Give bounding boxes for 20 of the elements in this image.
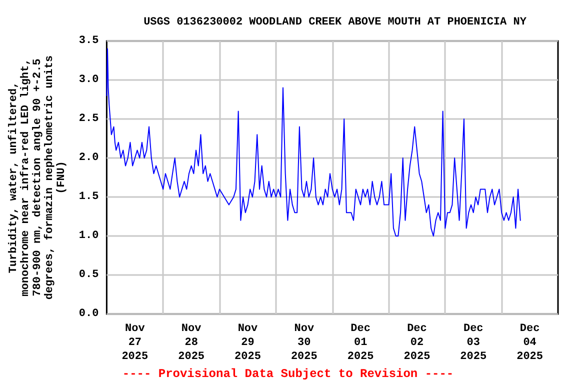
chart-title: USGS 0136230002 WOODLAND CREEK ABOVE MOUTH AT PHOENICIA NY xyxy=(144,16,527,28)
x-tick-label: Dec 04 2025 xyxy=(516,323,544,363)
text: ---- Provisional Data Subject to Revision ---- xyxy=(122,367,454,381)
y-tick-label: 3.5 xyxy=(78,35,100,47)
y-tick-label: 2.0 xyxy=(78,152,99,164)
x-tick-label: Nov 28 2025 xyxy=(178,323,205,363)
y-tick-label: 0.0 xyxy=(78,308,99,320)
x-tick-label: Dec 02 2025 xyxy=(404,323,431,363)
x-tick-label: Dec 03 2025 xyxy=(460,323,487,363)
x-tick-label: Nov 29 2025 xyxy=(234,323,262,363)
x-tick-label: Nov 30 2025 xyxy=(290,323,318,363)
y-tick-label: 3.0 xyxy=(78,74,99,86)
x-tick-label: Dec 01 2025 xyxy=(347,323,374,363)
x-tick-label: Nov 27 2025 xyxy=(122,323,149,363)
y-tick-label: 1.5 xyxy=(78,191,100,203)
y-tick-label: 1.0 xyxy=(78,230,99,242)
y-tick-label: 2.5 xyxy=(78,113,100,125)
line-series xyxy=(106,48,521,236)
y-axis-title: Turbidity, water, unfiltered, monochrome near infra-red LED light, 780-900 nm, detection angle 90 +-2.5 degrees, formazin nephelometric units (FNU) xyxy=(7,55,68,300)
y-tick-label: 0.5 xyxy=(78,269,100,281)
